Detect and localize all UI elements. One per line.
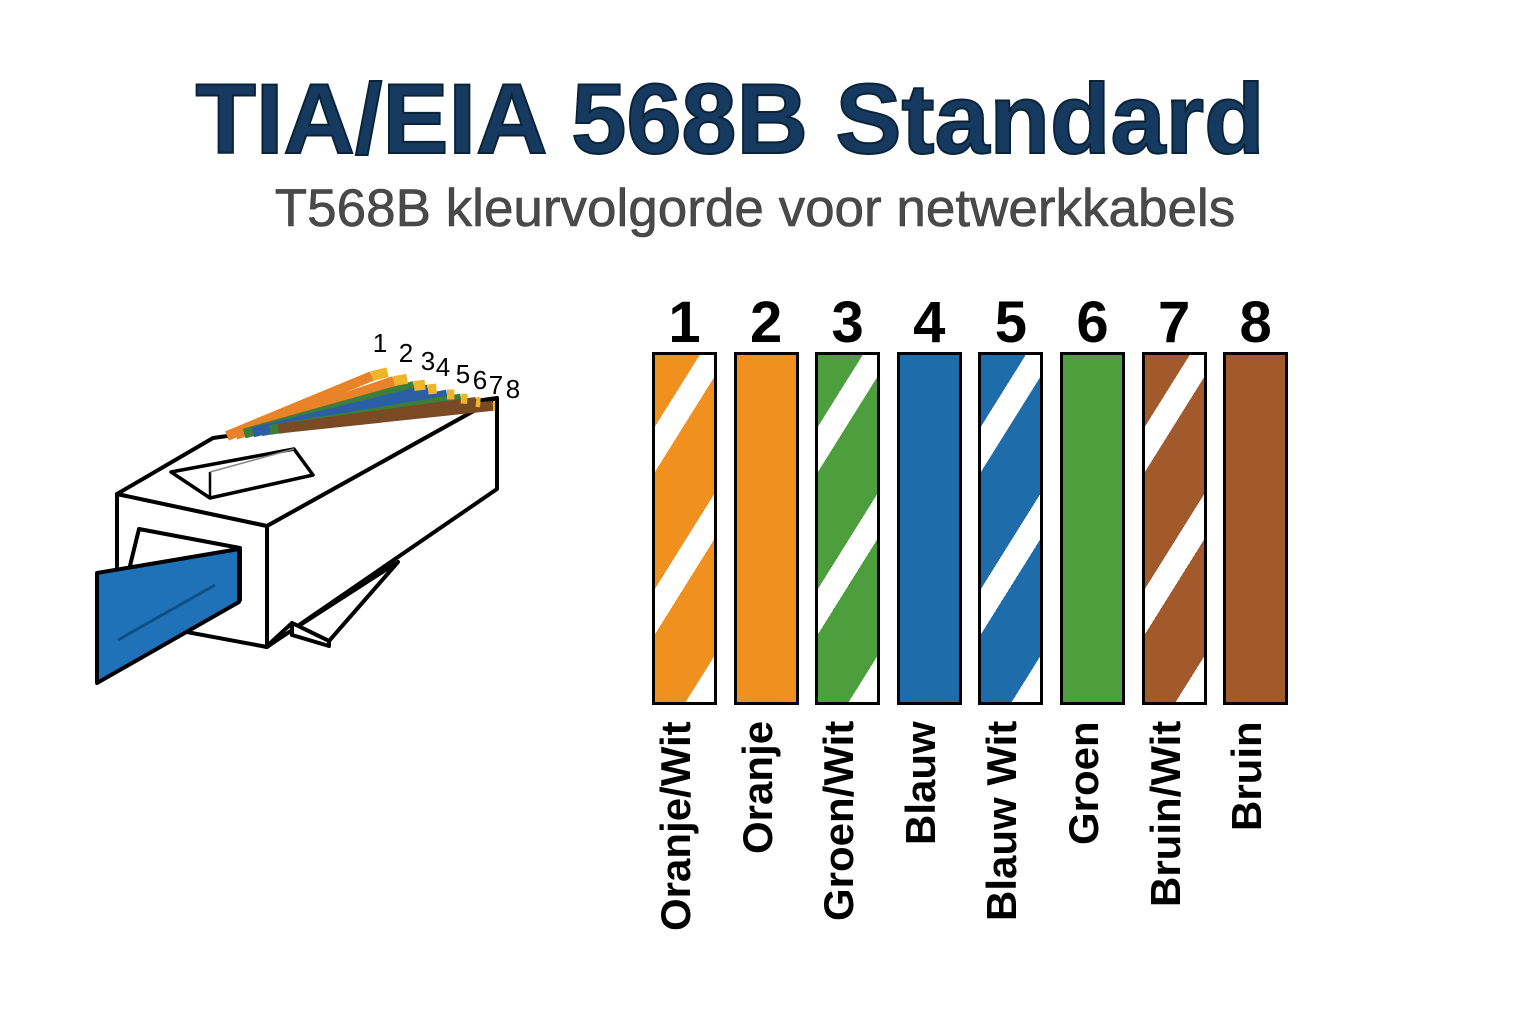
svg-text:4: 4 <box>436 352 450 382</box>
svg-text:5: 5 <box>456 359 470 389</box>
svg-text:7: 7 <box>489 370 503 400</box>
svg-text:3: 3 <box>421 346 435 376</box>
svg-text:1: 1 <box>373 330 387 358</box>
svg-text:6: 6 <box>473 365 487 395</box>
svg-text:2: 2 <box>399 338 413 368</box>
svg-text:8: 8 <box>506 374 520 404</box>
